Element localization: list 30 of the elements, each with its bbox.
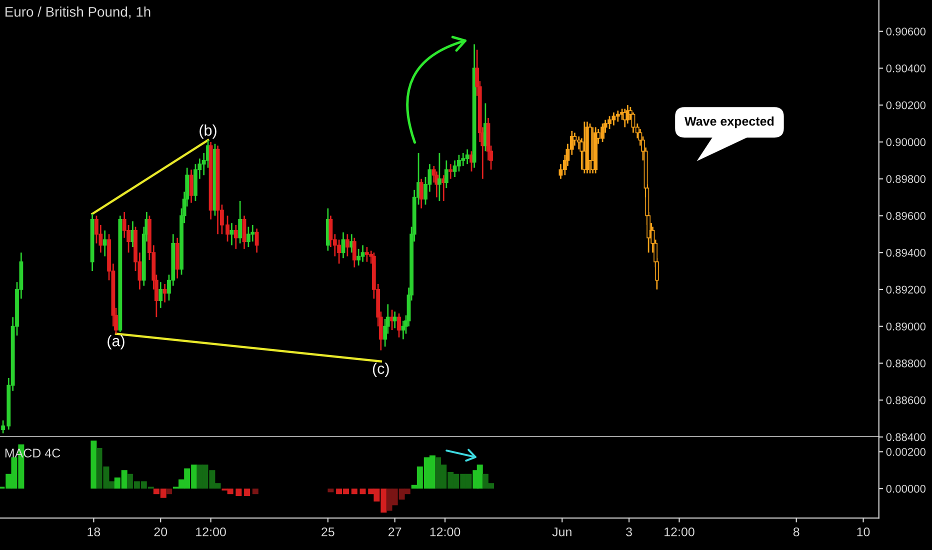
y-tick-label: 0.89600 xyxy=(886,212,926,220)
x-tick-label: Jun xyxy=(552,528,572,536)
y-tick-label: 0.90400 xyxy=(886,64,926,72)
annotation: (c) xyxy=(372,362,389,378)
x-tick-label: 12:00 xyxy=(664,527,694,536)
x-tick-label: 20 xyxy=(154,527,168,536)
x-tick-label: 8 xyxy=(793,527,800,536)
x-tick-label: 25 xyxy=(322,527,334,536)
y-tick-label: 0.88800 xyxy=(886,359,926,368)
y-tick-label: 0.88600 xyxy=(886,396,926,404)
annotation: Wave expected xyxy=(684,116,774,128)
x-tick-label: 12:00 xyxy=(196,527,226,536)
x-tick-label: 10 xyxy=(857,527,870,536)
y-tick-label: 0.89200 xyxy=(886,286,926,294)
y-tick-label: 0.00200 xyxy=(886,448,926,456)
x-tick-label: 27 xyxy=(388,527,402,536)
y-tick-label: 0.00000 xyxy=(886,484,926,493)
x-tick-label: 3 xyxy=(626,527,632,536)
y-tick-label: 0.90200 xyxy=(886,101,926,110)
y-tick-label: 0.89400 xyxy=(886,248,926,257)
annotation: (b) xyxy=(200,124,216,139)
y-tick-label: 0.89000 xyxy=(886,322,926,330)
x-tick-label: 18 xyxy=(88,527,100,536)
chart-title: Euro / British Pound, 1h xyxy=(6,6,150,18)
annotation: (a) xyxy=(108,335,124,350)
y-tick-label: 0.90000 xyxy=(886,138,926,146)
y-tick-label: 0.89800 xyxy=(886,175,926,183)
y-tick-label: 0.88400 xyxy=(886,433,926,442)
x-tick-label: 12:00 xyxy=(430,527,460,536)
y-tick-label: 0.90600 xyxy=(886,28,926,36)
